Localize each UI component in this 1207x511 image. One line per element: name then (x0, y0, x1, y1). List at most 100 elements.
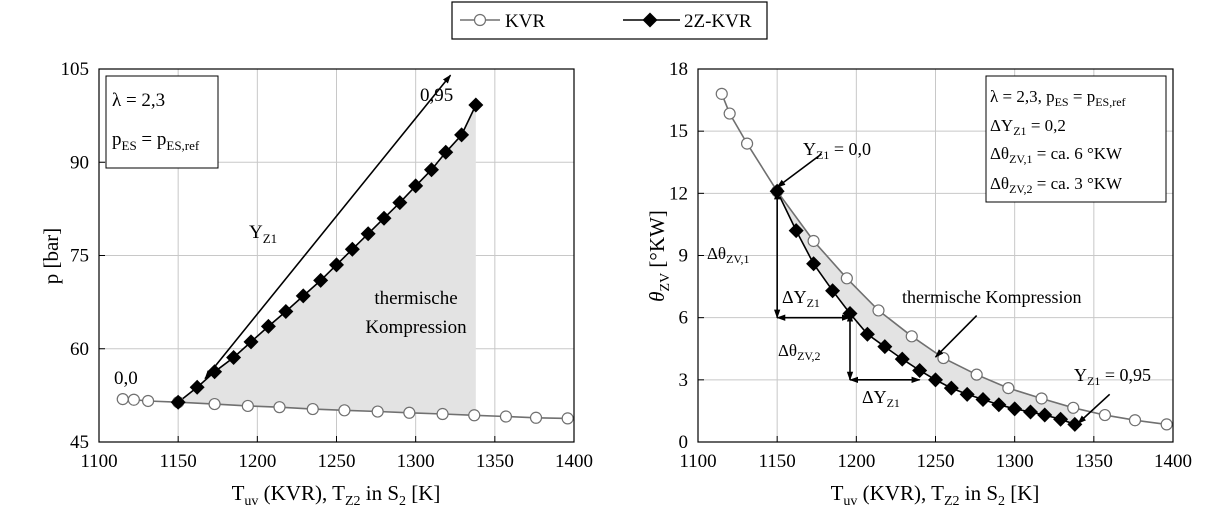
angle-2z-kvr-point (959, 386, 975, 402)
angle-annotation-arrow (934, 315, 978, 358)
legend-zkvr-label: 2Z-KVR (684, 11, 752, 32)
pressure-label-kompression: Kompression (365, 317, 467, 338)
pressure-y-tick-label: 60 (70, 339, 89, 360)
angle-2z-kvr-point (1007, 401, 1023, 417)
angle-kvr-line (721, 93, 1167, 426)
angle-chart: 1100 1150 1200 1250 1300 1350 1400 0 3 6 9 12 15 18 λ… (645, 59, 1192, 509)
angle-x-tick-label: 1100 (679, 451, 716, 472)
pressure-y-axis-title: p [bar] (39, 228, 63, 285)
angle-kvr-point (1128, 414, 1142, 427)
angle-info-box (985, 75, 1167, 203)
angle-2z-kvr-point (943, 380, 959, 396)
angle-2z-kvr-point (788, 223, 804, 239)
angle-kvr-point (937, 351, 950, 365)
pressure-annotation-arrow (204, 74, 452, 380)
angle-info-line-2: ΔYZ1 = 0,2 (990, 116, 1066, 138)
pressure-y-tick-label: 75 (70, 246, 89, 267)
angle-kvr-point (740, 137, 754, 150)
pressure-kvr-point (436, 407, 449, 421)
angle-annotation-arrow (776, 153, 822, 188)
angle-kvr-point (807, 234, 820, 248)
angle-arrows (774, 153, 1111, 424)
angle-y-tick-label: 6 (679, 308, 689, 329)
angle-kvr-point (1035, 392, 1048, 405)
pressure-x-tick-label: 1300 (397, 451, 435, 472)
angle-2z-kvr-point (877, 339, 893, 355)
pressure-y-tick-label: 90 (70, 152, 89, 173)
pressure-ticks: 1100 1150 1200 1250 1300 1350 1400 45 60 75 90 105 (61, 59, 594, 472)
pressure-x-tick-label: 1400 (555, 451, 593, 472)
pressure-kvr-point (116, 393, 129, 406)
pressure-kvr-point (141, 394, 155, 408)
pressure-kvr-point (208, 397, 221, 411)
angle-x-tick-label: 1250 (917, 451, 955, 472)
legend-box (451, 1, 768, 40)
angle-x-tick-label: 1200 (837, 451, 875, 472)
legend-zkvr-marker (642, 12, 658, 28)
angle-info-line-1: λ = 2,3, pES = pES,ref (990, 87, 1126, 109)
angle-y-tick-label: 12 (669, 183, 688, 204)
pressure-x-tick-label: 1150 (160, 451, 197, 472)
pressure-kvr-point (371, 405, 384, 418)
angle-x-tick-label: 1350 (1075, 451, 1113, 472)
angle-label-thermische-kompression: thermische Kompression (902, 287, 1081, 307)
pressure-kvr-point (529, 411, 543, 424)
pressure-2z-kvr-point (468, 97, 484, 113)
angle-2z-kvr-point (928, 372, 943, 388)
angle-x-tick-label: 1150 (759, 451, 796, 472)
pressure-2z-kvr-point (189, 379, 205, 395)
angle-kvr-point (872, 304, 885, 317)
legend-kvr-label: KVR (505, 11, 545, 32)
pressure-y-tick-label: 105 (61, 59, 90, 80)
angle-y-tick-label: 18 (669, 59, 688, 80)
pressure-x-tick-label: 1250 (318, 451, 356, 472)
angle-2z-kvr-point (975, 392, 991, 408)
angle-2z-kvr-point (1023, 404, 1038, 420)
pressure-x-tick-label: 1350 (476, 451, 514, 472)
legend-kvr-marker (473, 13, 487, 27)
angle-2z-kvr-point (825, 283, 841, 299)
angle-kvr-point (970, 368, 983, 381)
angle-2z-kvr-point (806, 256, 822, 272)
pressure-label-thermische: thermische (374, 288, 457, 309)
angle-kvr-point (715, 87, 728, 100)
angle-kvr-point (905, 330, 918, 343)
angle-annotation-arrow (1077, 393, 1111, 424)
angle-ticks: 1100 1150 1200 1250 1300 1350 1400 0 3 6 9 12 15 18 (669, 59, 1192, 472)
pressure-label-0-0: 0,0 (114, 368, 138, 389)
angle-2z-kvr-point (859, 326, 875, 342)
pressure-arrows (204, 74, 452, 380)
angle-x-tick-label: 1300 (996, 451, 1034, 472)
angle-kvr-point (1098, 408, 1112, 422)
angle-2z-kvr-point (991, 397, 1007, 413)
angle-y-tick-label: 9 (679, 246, 689, 267)
pressure-x-axis-title: Tuv (KVR), TZ2 in S2 [K] (232, 481, 441, 509)
angle-kvr-point (1067, 401, 1080, 414)
pressure-kvr-point (338, 404, 351, 417)
angle-2z-kvr-point (1037, 407, 1053, 423)
angle-kvr-point (723, 107, 736, 120)
angle-x-axis-title: Tuv (KVR), TZ2 in S2 [K] (831, 481, 1040, 509)
pressure-chart: 1100 1150 1200 1250 1300 1350 140045607590105 … (39, 59, 593, 509)
angle-y-tick-label: 3 (679, 370, 689, 391)
pressure-info-line-1: λ = 2,3 (112, 90, 165, 111)
angle-y-tick-label: 0 (679, 432, 689, 453)
angle-kvr-point (1002, 382, 1015, 395)
angle-x-tick-label: 1400 (1154, 451, 1192, 472)
pressure-kvr-point (241, 399, 254, 413)
pressure-kvr-point (306, 402, 319, 416)
angle-label-yz1-0-95: YZ1 = 0,95 (1074, 365, 1151, 388)
pressure-kvr-point (273, 401, 286, 414)
pressure-x-tick-label: 1200 (238, 451, 276, 472)
pressure-label-0-95: 0,95 (420, 85, 453, 106)
angle-2z-kvr-point (894, 351, 910, 367)
pressure-kvr-point (468, 409, 481, 422)
legend: KVR 2Z-KVR (451, 1, 768, 40)
angle-y-tick-label: 15 (669, 121, 688, 142)
pressure-kvr-point (561, 412, 574, 425)
pressure-kvr-point (127, 393, 140, 406)
angle-2z-kvr-point (912, 363, 928, 379)
pressure-kvr-point (499, 410, 513, 423)
angle-kvr-point (840, 272, 853, 285)
